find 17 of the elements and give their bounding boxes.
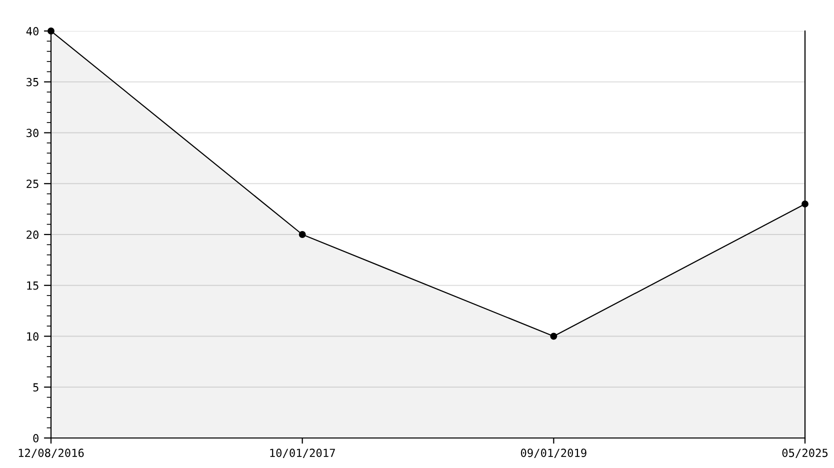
y-tick-label: 10: [27, 332, 38, 341]
point: [550, 332, 558, 340]
y-tick-label: 25: [26, 180, 38, 188]
point: [48, 28, 54, 34]
point: [298, 231, 306, 238]
point: [802, 200, 808, 208]
y-tick-label: 0: [33, 434, 38, 442]
y-tick-label: 30: [26, 128, 38, 138]
y-tick-label: 5: [33, 383, 38, 392]
x-tick-label: 05/2025: [782, 448, 828, 458]
x-tick-label: 09/01/2019: [520, 448, 586, 458]
y-tick-label: 20: [26, 230, 38, 239]
x-tick-label: 10/01/2017: [270, 448, 335, 458]
y-tick-label: 35: [26, 78, 38, 86]
y-tick-label: 40: [26, 27, 38, 36]
y-tick-label: 15: [27, 282, 38, 290]
x-tick-label: 12/08/2016: [18, 448, 84, 458]
